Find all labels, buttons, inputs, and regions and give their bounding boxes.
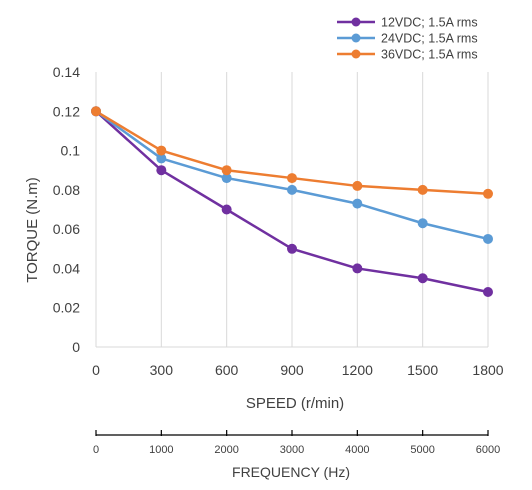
- x-axis-ticks: 0 300 600 900 1200 1500 1800: [92, 362, 504, 378]
- data-point: [417, 273, 428, 284]
- frequency-tick-label: 2000: [214, 444, 238, 456]
- data-point: [417, 184, 428, 195]
- frequency-tick-label: 5000: [410, 444, 434, 456]
- data-point: [221, 165, 232, 176]
- x-tick-label: 600: [215, 362, 239, 378]
- x-tick-label: 900: [280, 362, 304, 378]
- legend-label: 12VDC; 1.5A rms: [381, 16, 478, 30]
- frequency-tick-label: 1000: [149, 444, 173, 456]
- frequency-tick-label: 4000: [345, 444, 369, 456]
- x-tick-label: 0: [92, 362, 100, 378]
- data-point: [287, 173, 297, 184]
- data-point: [221, 173, 232, 184]
- axes: [95, 72, 488, 348]
- y-axis-title: TORQUE (N.m): [24, 177, 41, 283]
- x-tick-label: 1500: [407, 362, 438, 378]
- y-tick-label: 0.02: [53, 300, 80, 316]
- y-axis-ticks: 0 0.02 0.04 0.06 0.08 0.1 0.12 0.14: [53, 64, 80, 355]
- legend-marker: [351, 49, 361, 59]
- y-tick-label: 0.04: [53, 260, 80, 276]
- frequency-tick-label: 0: [93, 444, 99, 456]
- data-point: [483, 188, 493, 199]
- data-point: [287, 184, 297, 195]
- y-tick-label: 0.12: [53, 103, 80, 119]
- x-tick-label: 1200: [342, 362, 373, 378]
- legend-label: 24VDC; 1.5A rms: [381, 32, 478, 46]
- data-point: [352, 263, 363, 274]
- data-point: [483, 287, 493, 297]
- y-tick-label: 0.1: [61, 143, 81, 159]
- data-point: [91, 106, 101, 117]
- y-tick-label: 0.06: [53, 221, 80, 237]
- legend-marker: [351, 33, 361, 43]
- frequency-tick-label: 3000: [280, 444, 304, 456]
- data-point: [352, 198, 363, 209]
- vertical-gridlines: [160, 72, 489, 347]
- y-tick-label: 0.14: [53, 64, 80, 80]
- x-tick-label: 1800: [472, 362, 503, 378]
- y-tick-label: 0: [72, 339, 80, 355]
- frequency-tick-label: 6000: [476, 444, 500, 456]
- data-point: [156, 145, 167, 156]
- x-tick-label: 300: [150, 362, 174, 378]
- series-layer: [91, 106, 493, 297]
- y-tick-label: 0.08: [53, 182, 80, 198]
- data-point: [156, 153, 167, 164]
- frequency-axis-title: FREQUENCY (Hz): [232, 464, 350, 480]
- legend-label: 36VDC; 1.5A rms: [381, 48, 478, 62]
- legend: 12VDC; 1.5A rms 24VDC; 1.5A rms 36VDC; 1.5…: [337, 16, 478, 62]
- data-point: [156, 165, 167, 176]
- frequency-axis: 0 1000 2000 3000 4000 5000 6000: [93, 430, 500, 456]
- data-point: [417, 218, 428, 229]
- data-point: [287, 243, 297, 254]
- legend-marker: [351, 17, 361, 27]
- data-point: [221, 204, 232, 215]
- data-point: [483, 233, 493, 244]
- data-point: [352, 180, 363, 191]
- x-axis-title: SPEED (r/min): [246, 395, 344, 412]
